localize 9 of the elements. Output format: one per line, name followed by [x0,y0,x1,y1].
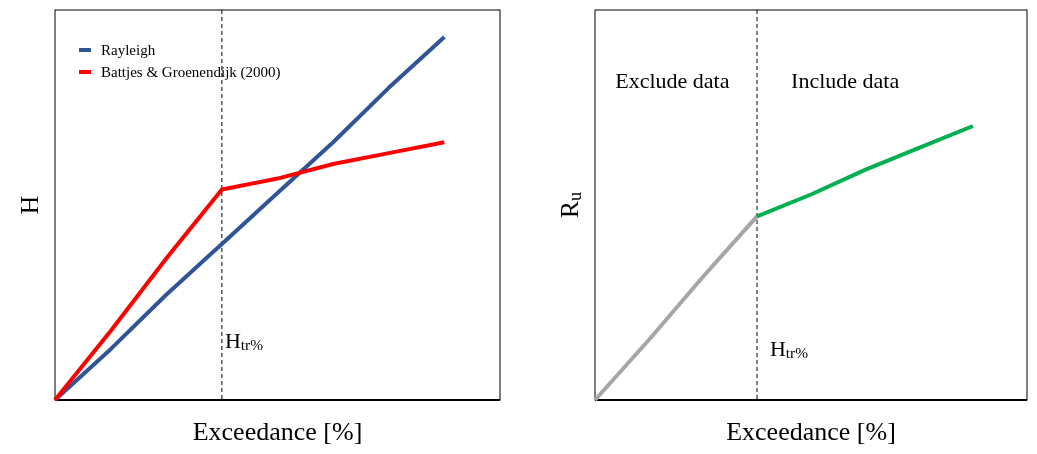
annotation: H$_{tr%}$ [769,336,809,362]
y-axis-title: H [15,195,44,215]
text: Exclude data [615,68,730,93]
legend-label: Rayleigh [101,42,156,58]
legend-label: Battjes & Groenendijk (2000) [101,64,281,81]
x-axis-title: Exceedance [%] [726,417,896,446]
annotation: H$_{tr%}$ [224,328,264,354]
text: Include data [791,68,900,93]
x-axis-title: Exceedance [%] [192,417,363,446]
